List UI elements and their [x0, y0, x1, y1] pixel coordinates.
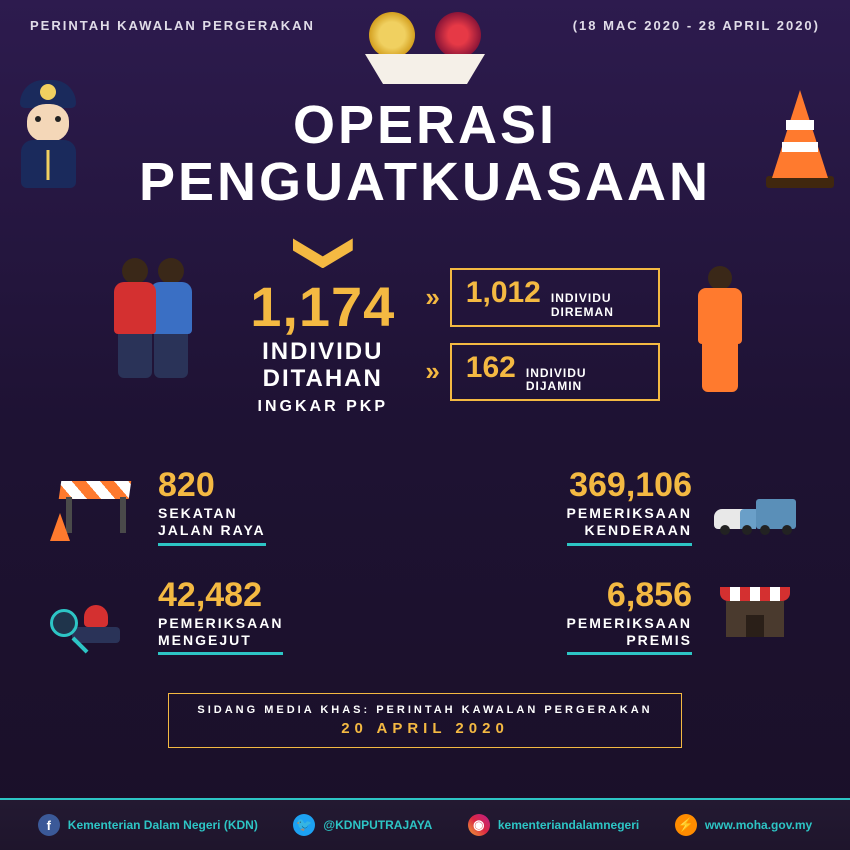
stat-number: 6,856 — [567, 576, 692, 615]
sub-stat-number: 162 — [466, 351, 516, 385]
instagram-icon: ◉ — [468, 814, 490, 836]
social-text: www.moha.gov.my — [705, 818, 812, 832]
sub-stat-number: 1,012 — [466, 276, 541, 310]
stat-number: 42,482 — [158, 576, 283, 615]
header-left: PERINTAH KAWALAN PERGERAKAN — [30, 18, 315, 33]
prisoner-icon — [690, 266, 750, 406]
main-stat-sublabel: INGKAR PKP — [250, 398, 395, 416]
divider — [158, 652, 283, 655]
main-stat-label2: DITAHAN — [250, 366, 395, 392]
title-line2: PENGUATKUASAAN — [0, 154, 850, 211]
divider — [158, 543, 266, 546]
stat-cell: 6,856 PEMERIKSAAN PREMIS — [445, 576, 800, 656]
header-right: (18 MAC 2020 - 28 APRIL 2020) — [573, 18, 820, 33]
shop-icon — [710, 581, 800, 651]
arrow-right-icon: » — [425, 282, 439, 313]
chevron-down-icon — [293, 238, 353, 268]
footer: f Kementerian Dalam Negeri (KDN) 🐦 @KDNP… — [0, 798, 850, 850]
press-line1: SIDANG MEDIA KHAS: PERINTAH KAWALAN PERG… — [197, 704, 652, 716]
title-line1: OPERASI — [0, 97, 850, 154]
social-item: f Kementerian Dalam Negeri (KDN) — [38, 814, 258, 836]
arrest-icon — [100, 258, 220, 408]
divider — [567, 652, 692, 655]
title: OPERASI PENGUATKUASAAN — [0, 47, 850, 210]
arrow-right-icon: » — [425, 356, 439, 387]
rss-icon: ⚡ — [675, 814, 697, 836]
social-item: ◉ kementeriandalamnegeri — [468, 814, 639, 836]
stat-cell: 369,106 PEMERIKSAAN KENDERAAN — [445, 466, 800, 546]
stat-cell: 820 SEKATAN JALAN RAYA — [50, 466, 405, 546]
social-text: kementeriandalamnegeri — [498, 818, 639, 832]
press-line2: 20 APRIL 2020 — [197, 720, 652, 737]
sub-stat-label: INDIVIDU DIREMAN — [551, 292, 614, 318]
social-item: 🐦 @KDNPUTRAJAYA — [293, 814, 432, 836]
stat-label: PEMERIKSAAN MENGEJUT — [158, 615, 283, 649]
infographic-container: PERINTAH KAWALAN PERGERAKAN (18 MAC 2020… — [0, 0, 850, 850]
social-item: ⚡ www.moha.gov.my — [675, 814, 812, 836]
divider — [567, 543, 692, 546]
sub-stat-box: 162 INDIVIDU DIJAMIN — [450, 343, 660, 401]
stat-label: SEKATAN JALAN RAYA — [158, 505, 266, 539]
main-stat-block: 1,174 INDIVIDU DITAHAN INGKAR PKP — [250, 238, 395, 416]
social-text: Kementerian Dalam Negeri (KDN) — [68, 818, 258, 832]
stat-number: 369,106 — [567, 466, 692, 505]
sub-stat-label: INDIVIDU DIJAMIN — [526, 367, 587, 393]
barrier-icon — [50, 471, 140, 541]
press-box: SIDANG MEDIA KHAS: PERINTAH KAWALAN PERG… — [168, 693, 681, 748]
siren-icon — [50, 581, 140, 651]
facebook-icon: f — [38, 814, 60, 836]
main-stat-row: 1,174 INDIVIDU DITAHAN INGKAR PKP » 1,01… — [0, 238, 850, 416]
stats-grid: 820 SEKATAN JALAN RAYA 369,106 PEMERIKSA… — [0, 416, 850, 675]
sub-stat-row: » 162 INDIVIDU DIJAMIN — [425, 343, 659, 401]
vehicles-icon — [710, 471, 800, 541]
main-stat-label1: INDIVIDU — [250, 339, 395, 365]
stat-label: PEMERIKSAAN KENDERAAN — [567, 505, 692, 539]
stat-cell: 42,482 PEMERIKSAAN MENGEJUT — [50, 576, 405, 656]
sub-stats-column: » 1,012 INDIVIDU DIREMAN » 162 INDIVIDU … — [425, 268, 659, 401]
sub-stat-row: » 1,012 INDIVIDU DIREMAN — [425, 268, 659, 326]
stat-number: 820 — [158, 466, 266, 505]
main-stat-number: 1,174 — [250, 274, 395, 339]
twitter-icon: 🐦 — [293, 814, 315, 836]
sub-stat-box: 1,012 INDIVIDU DIREMAN — [450, 268, 660, 326]
social-text: @KDNPUTRAJAYA — [323, 818, 432, 832]
stat-label: PEMERIKSAAN PREMIS — [567, 615, 692, 649]
